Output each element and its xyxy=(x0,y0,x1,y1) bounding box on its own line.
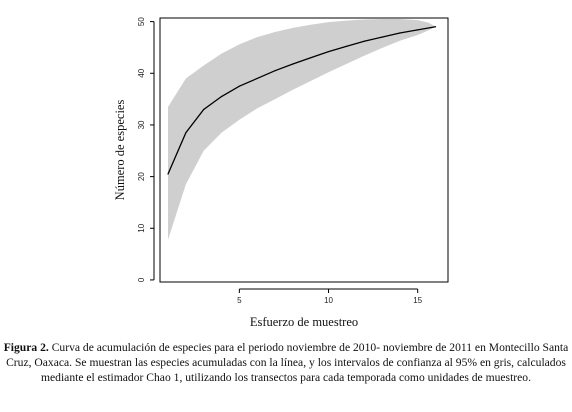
data-point xyxy=(203,108,205,111)
y-axis-title: Número de especies xyxy=(113,100,127,201)
x-axis-title: Esfuerzo de muestreo xyxy=(250,315,358,329)
confidence-band-layer xyxy=(168,19,436,240)
data-point xyxy=(274,70,276,72)
accumulation-line xyxy=(167,26,436,175)
data-point xyxy=(327,50,330,53)
y-tick-label: 50 xyxy=(137,17,146,26)
figure-caption: Figura 2. Curva de acumulación de especi… xyxy=(0,340,572,385)
species-accumulation-chart: 5 10 15 0 10 20 30 40 50 Esfuerzo de muestreo N… xyxy=(113,17,449,329)
accumulation-line-layer xyxy=(167,26,437,175)
y-tick-label: 0 xyxy=(137,277,146,282)
data-point xyxy=(185,132,187,134)
x-axis: 5 10 15 xyxy=(237,288,423,305)
data-point xyxy=(399,32,401,34)
data-point xyxy=(434,26,437,28)
x-tick-label: 5 xyxy=(237,296,242,305)
y-axis: 0 10 20 30 40 50 xyxy=(137,17,155,282)
data-point xyxy=(345,45,347,48)
data-point xyxy=(167,173,169,175)
data-point xyxy=(363,40,365,42)
y-tick-label: 30 xyxy=(137,120,146,129)
data-point xyxy=(256,77,258,80)
confidence-interval-band xyxy=(168,19,436,240)
y-tick-label: 20 xyxy=(137,172,146,181)
data-point xyxy=(238,85,240,87)
data-point xyxy=(417,29,419,31)
data-point xyxy=(381,36,383,38)
x-tick-label: 10 xyxy=(324,296,333,305)
plot-frame xyxy=(159,17,449,283)
y-tick-label: 10 xyxy=(137,223,146,232)
caption-label: Figura 2. xyxy=(3,341,49,354)
x-tick-label: 15 xyxy=(413,296,422,305)
data-point xyxy=(310,57,312,59)
y-tick-label: 40 xyxy=(137,68,146,77)
data-point xyxy=(292,63,294,65)
caption-text: Curva de acumulación de especies para el… xyxy=(6,341,569,384)
data-point xyxy=(220,95,223,98)
